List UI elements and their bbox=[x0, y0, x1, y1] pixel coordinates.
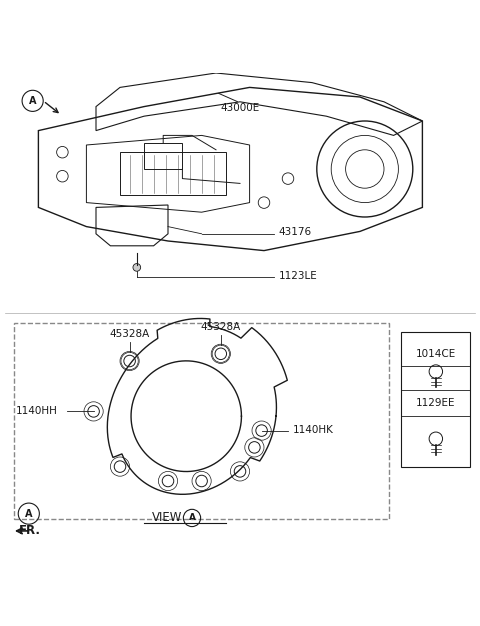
Text: 1140HH: 1140HH bbox=[16, 406, 58, 416]
Text: 1140HK: 1140HK bbox=[293, 425, 334, 435]
Text: VIEW: VIEW bbox=[152, 511, 182, 525]
Text: 45328A: 45328A bbox=[201, 322, 241, 332]
Text: 1014CE: 1014CE bbox=[416, 349, 456, 359]
Text: 1123LE: 1123LE bbox=[278, 270, 317, 280]
Text: 1129EE: 1129EE bbox=[416, 398, 456, 408]
Text: 43176: 43176 bbox=[278, 227, 312, 237]
Text: A: A bbox=[29, 96, 36, 106]
Text: FR.: FR. bbox=[19, 525, 41, 537]
Text: A: A bbox=[25, 509, 33, 518]
Text: 43000E: 43000E bbox=[220, 103, 260, 113]
Circle shape bbox=[133, 264, 141, 271]
Text: 45328A: 45328A bbox=[109, 329, 150, 339]
Text: A: A bbox=[189, 513, 195, 523]
